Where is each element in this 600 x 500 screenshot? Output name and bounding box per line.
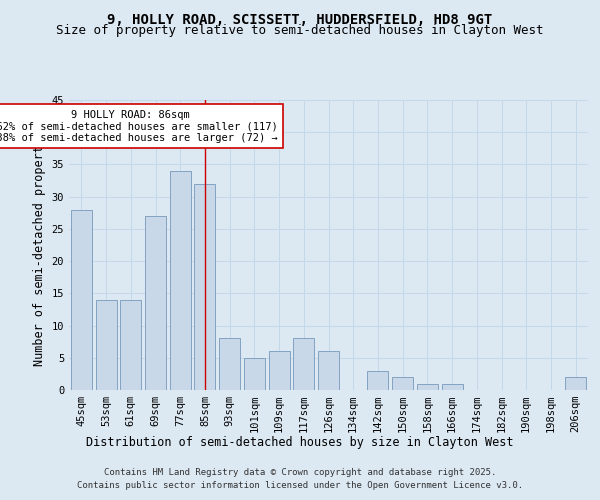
Bar xyxy=(244,358,265,390)
Bar xyxy=(269,352,290,390)
Bar xyxy=(170,171,191,390)
Bar xyxy=(219,338,240,390)
Bar xyxy=(95,300,116,390)
Text: Distribution of semi-detached houses by size in Clayton West: Distribution of semi-detached houses by … xyxy=(86,436,514,449)
Bar xyxy=(565,377,586,390)
Bar xyxy=(71,210,92,390)
Text: Contains public sector information licensed under the Open Government Licence v3: Contains public sector information licen… xyxy=(77,482,523,490)
Text: 9, HOLLY ROAD, SCISSETT, HUDDERSFIELD, HD8 9GT: 9, HOLLY ROAD, SCISSETT, HUDDERSFIELD, H… xyxy=(107,12,493,26)
Bar xyxy=(417,384,438,390)
Bar xyxy=(442,384,463,390)
Text: Contains HM Land Registry data © Crown copyright and database right 2025.: Contains HM Land Registry data © Crown c… xyxy=(104,468,496,477)
Bar xyxy=(318,352,339,390)
Bar xyxy=(120,300,141,390)
Bar xyxy=(367,370,388,390)
Text: 9 HOLLY ROAD: 86sqm
← 62% of semi-detached houses are smaller (117)
  38% of sem: 9 HOLLY ROAD: 86sqm ← 62% of semi-detach… xyxy=(0,110,278,143)
Text: Size of property relative to semi-detached houses in Clayton West: Size of property relative to semi-detach… xyxy=(56,24,544,37)
Bar xyxy=(194,184,215,390)
Bar xyxy=(293,338,314,390)
Y-axis label: Number of semi-detached properties: Number of semi-detached properties xyxy=(33,124,46,366)
Bar xyxy=(392,377,413,390)
Bar xyxy=(145,216,166,390)
